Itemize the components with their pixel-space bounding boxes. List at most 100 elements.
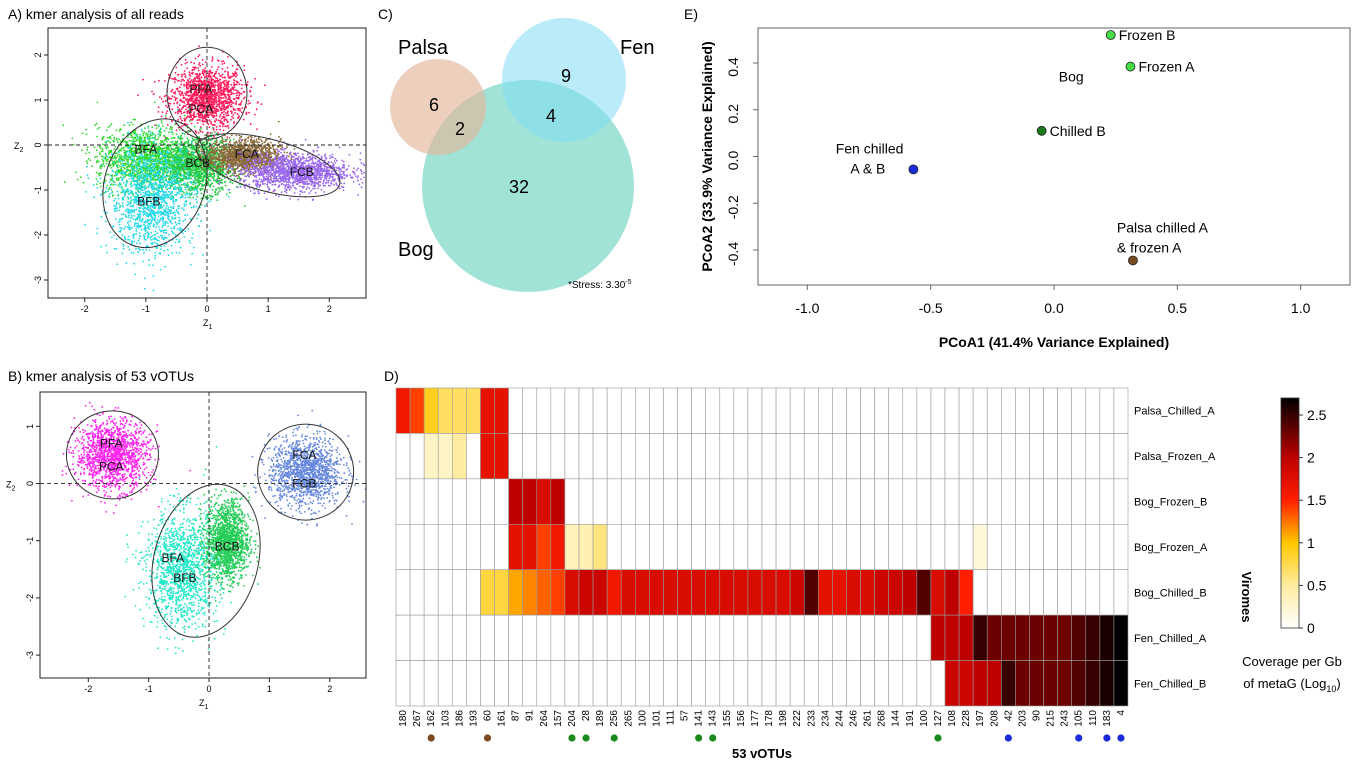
scatter-point [208, 171, 211, 174]
scatter-point [224, 184, 227, 187]
scatter-point [212, 123, 215, 126]
scatter-point [115, 201, 118, 204]
scatter-point [157, 215, 160, 218]
scatter-point [217, 104, 220, 106]
scatter-point [199, 173, 202, 176]
scatter-point [205, 96, 207, 98]
scatter-point [164, 99, 167, 102]
scatter-point [179, 181, 182, 184]
scatter-point [139, 133, 142, 136]
scatter-point [176, 110, 179, 113]
scatter-point [172, 91, 175, 94]
scatter-point [115, 139, 118, 142]
scatter-point [223, 82, 225, 85]
scatter-point [238, 83, 241, 86]
scatter-point [98, 145, 101, 148]
scatter-point [192, 246, 195, 249]
scatter-point [228, 101, 231, 104]
scatter-point [137, 251, 140, 254]
scatter-point [195, 131, 198, 134]
scatter-point [101, 143, 104, 146]
scatter-point [217, 88, 220, 91]
scatter-point [224, 100, 227, 103]
scatter-point [226, 87, 229, 90]
scatter-point [198, 110, 201, 113]
scatter-point [176, 167, 179, 170]
scatter-point [182, 107, 184, 109]
scatter-point [223, 105, 226, 107]
scatter-point [217, 83, 220, 86]
scatter-point [132, 118, 135, 121]
scatter-point [176, 87, 179, 90]
scatter-point [217, 110, 220, 112]
scatter-point [190, 122, 193, 125]
scatter-point [115, 205, 117, 208]
scatter-point [194, 73, 197, 75]
scatter-point [173, 81, 176, 84]
scatter-point [147, 135, 149, 137]
scatter-point [203, 95, 206, 98]
scatter-point [180, 125, 183, 128]
scatter-point [225, 79, 227, 82]
scatter-point [219, 190, 221, 192]
scatter-point [113, 210, 116, 213]
scatter-point [214, 120, 216, 123]
scatter-point [109, 124, 111, 127]
scatter-point [191, 72, 194, 75]
scatter-point [222, 90, 225, 93]
scatter-point [176, 146, 179, 149]
scatter-point [194, 116, 196, 118]
scatter-point [123, 227, 126, 230]
scatter-point [180, 136, 182, 139]
scatter-point [135, 242, 138, 245]
scatter-point [131, 158, 134, 161]
scatter-point [143, 235, 146, 238]
scatter-point [183, 203, 186, 206]
scatter-point [157, 145, 160, 148]
scatter-point [152, 264, 154, 267]
scatter-point [176, 156, 179, 159]
scatter-point [184, 75, 187, 77]
scatter-point [156, 138, 159, 141]
scatter-point [210, 183, 213, 185]
scatter-point [215, 128, 218, 131]
scatter-point [238, 103, 241, 106]
scatter-point [207, 72, 210, 75]
scatter-point [144, 185, 147, 188]
scatter-point [203, 184, 206, 187]
scatter-point [199, 72, 201, 75]
scatter-point [133, 199, 135, 201]
scatter-point [109, 137, 112, 140]
scatter-point [220, 102, 223, 105]
scatter-point [120, 176, 122, 179]
scatter-point [100, 155, 103, 158]
scatter-point [115, 152, 117, 154]
scatter-point [210, 95, 213, 98]
scatter-point [173, 165, 176, 168]
scatter-point [133, 225, 136, 228]
scatter-point [184, 214, 186, 217]
scatter-point [98, 160, 100, 163]
scatter-point [155, 242, 158, 245]
scatter-point [161, 236, 164, 239]
scatter-point [165, 163, 168, 166]
scatter-point [189, 242, 192, 244]
scatter-point [134, 118, 137, 121]
scatter-point [116, 155, 119, 157]
scatter-point [227, 76, 230, 79]
scatter-point [172, 156, 175, 158]
scatter-point [140, 137, 143, 140]
scatter-point [179, 117, 182, 120]
scatter-point [200, 220, 203, 223]
scatter-point [180, 134, 183, 137]
scatter-point [147, 130, 150, 133]
scatter-point [188, 89, 190, 92]
scatter-point [190, 111, 192, 114]
scatter-point [178, 217, 181, 219]
scatter-point [241, 83, 243, 86]
scatter-point [215, 126, 218, 128]
scatter-point [219, 113, 222, 116]
scatter-point [186, 142, 189, 145]
scatter-point [176, 97, 178, 100]
scatter-point [104, 153, 107, 156]
